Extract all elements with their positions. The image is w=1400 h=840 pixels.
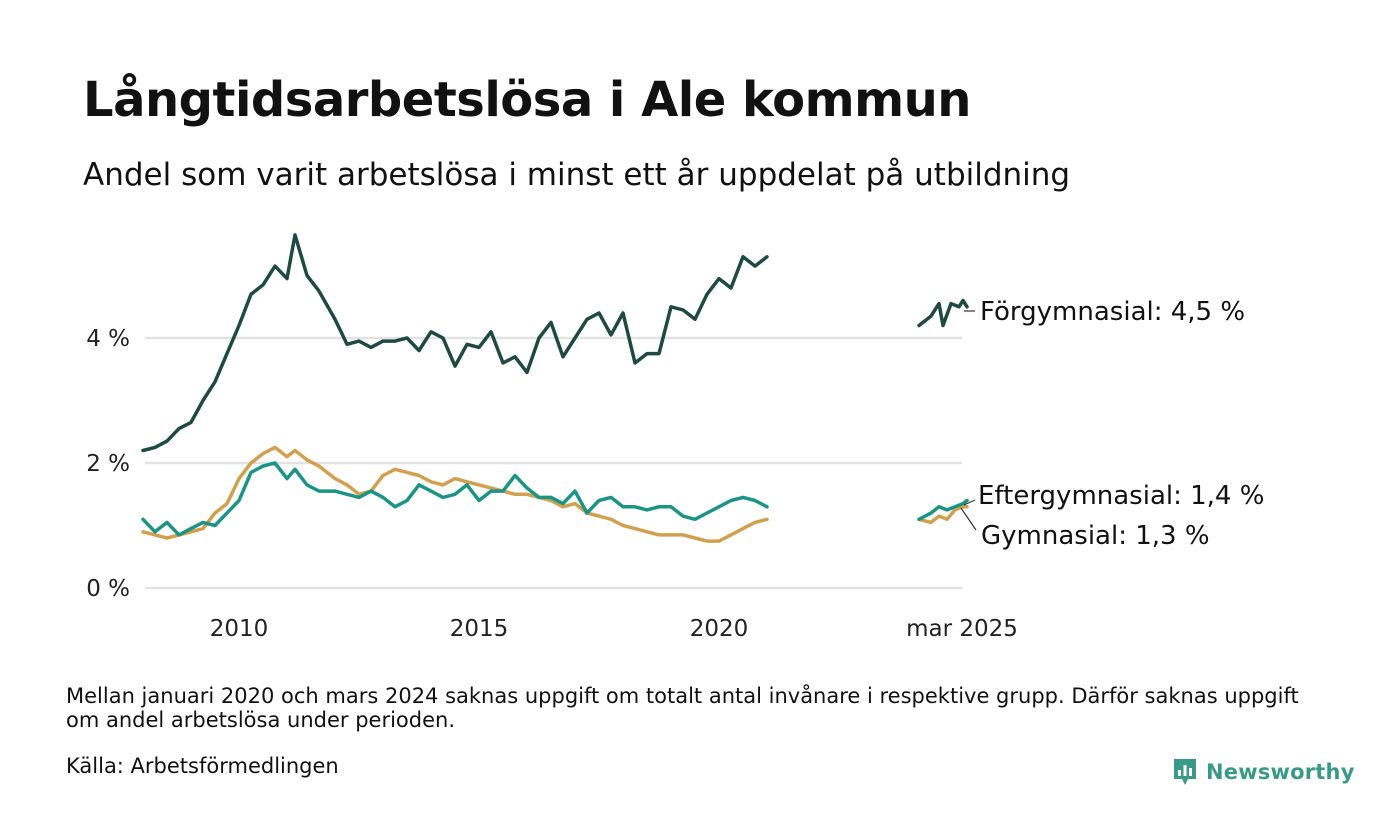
x-tick-label: 2010: [210, 616, 269, 642]
y-tick-label: 0 %: [86, 576, 130, 602]
x-tick-label: mar 2025: [906, 616, 1018, 642]
series-label-eftergymnasial: Eftergymnasial: 1,4 %: [978, 481, 1264, 511]
series-label-gymnasial: Gymnasial: 1,3 %: [981, 521, 1210, 551]
series-label-forgymnasial: Förgymnasial: 4,5 %: [980, 297, 1245, 327]
series-labels: Förgymnasial: 4,5 % Eftergymnasial: 1,4 %…: [960, 297, 1264, 551]
newsworthy-logo[interactable]: Newsworthy: [1172, 757, 1355, 787]
footnote: Mellan januari 2020 och mars 2024 saknas…: [66, 684, 1299, 732]
series-line-forgymnasial-1: [141, 233, 769, 453]
y-tick-label: 4 %: [86, 326, 130, 352]
series-lines: [141, 233, 969, 543]
label-leader-gymnasial: [960, 507, 977, 531]
source-note: Källa: Arbetsförmedlingen: [66, 754, 339, 778]
series-line-eftergymnasial-2: [917, 498, 969, 522]
newsworthy-logo-icon: [1174, 759, 1196, 785]
series-line-forgymnasial-2: [917, 298, 969, 328]
gridlines: [145, 336, 962, 590]
newsworthy-brand-name: Newsworthy: [1206, 760, 1355, 784]
label-leader-eftergymnasial: [963, 499, 976, 506]
y-tick-label: 2 %: [86, 451, 130, 477]
x-axis-ticks: 2010 2015 2020 mar 2025: [210, 616, 1018, 642]
x-tick-label: 2020: [690, 616, 749, 642]
y-axis-ticks: 0 % 2 % 4 %: [86, 326, 130, 602]
line-chart: 0 % 2 % 4 % 2010 2015 2020 mar 2025 Förgymnas…: [86, 233, 1264, 642]
series-line-gymnasial-1: [141, 445, 769, 543]
series-line-gymnasial-2: [917, 505, 969, 525]
x-tick-label: 2015: [450, 616, 509, 642]
chart-subtitle: Andel som varit arbetslösa i minst ett å…: [83, 157, 1071, 193]
series-line-eftergymnasial-1: [141, 461, 769, 537]
chart-title: Långtidsarbetslösa i Ale kommun: [83, 72, 971, 128]
